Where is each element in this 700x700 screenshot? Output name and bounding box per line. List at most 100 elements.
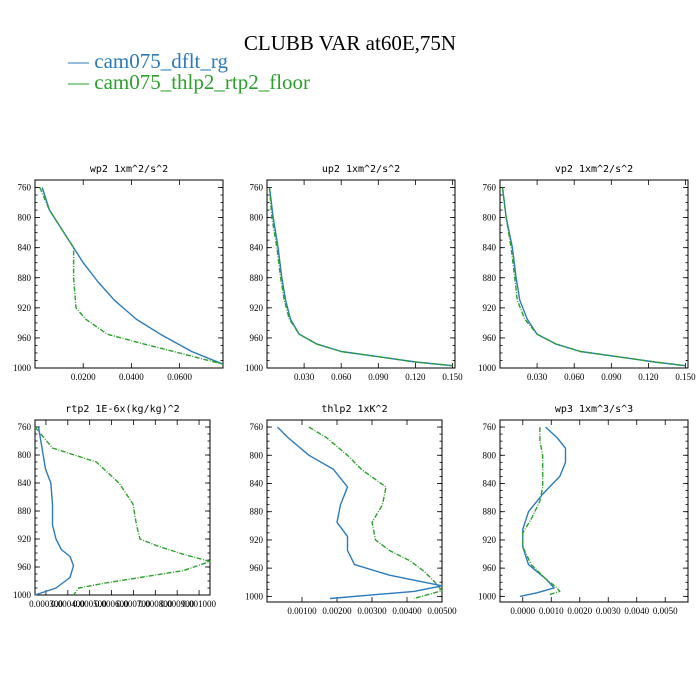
series-line-floor (501, 187, 686, 367)
y-tick-label: 880 (483, 273, 497, 283)
series-line-floor (308, 426, 443, 600)
x-tick-label: 0.0200 (71, 372, 96, 382)
chart-panel-5: thlp2 1xK^2 760 800 840 880 920 960 1000 0.00100… (245, 404, 457, 616)
series-line-dflt (34, 426, 75, 596)
y-tick-label: 880 (18, 273, 32, 283)
y-tick-label: 760 (18, 183, 32, 193)
figure-title: CLUBB VAR at60E,75N (244, 31, 456, 55)
chart-panel-6: wp3 1xm^3/s^3 760 800 840 880 920 960 1000 0.000… (478, 404, 689, 616)
series-line-dflt (519, 426, 567, 598)
legend-item-dflt: — cam075_dflt_rg (67, 49, 229, 73)
series-line-floor (39, 187, 224, 365)
x-tick-label: 0.120 (638, 372, 659, 382)
y-tick-label: 800 (18, 450, 32, 460)
y-tick-label: 800 (18, 213, 32, 223)
x-tick-label: 0.00100 (287, 606, 317, 616)
chart-panel-1: wp2 1xm^2/s^2 760 800 840 880 920 960 1000 0.020… (13, 164, 224, 382)
panel-title: wp3 1xm^3/s^3 (555, 404, 633, 415)
legend: — cam075_dflt_rg — cam075_thlp2_rtp2_flo… (67, 49, 310, 94)
y-tick-label: 920 (483, 535, 497, 545)
y-tick-label: 880 (483, 507, 497, 517)
y-tick-label: 800 (250, 450, 264, 460)
y-tick-label: 1000 (245, 591, 264, 601)
x-tick-label: 0.000700 (117, 599, 151, 609)
y-tick-label: 840 (483, 478, 497, 488)
plot-frame (499, 179, 689, 369)
chart-panel-2: up2 1xm^2/s^2 760 800 840 880 920 960 1000 0.030… (245, 164, 463, 382)
y-tick-label: 760 (483, 183, 497, 193)
plot-frame (34, 179, 224, 369)
x-tick-label: 0.000500 (73, 599, 107, 609)
x-tick-label: 0.150 (442, 372, 463, 382)
x-tick-label: 0.00400 (392, 606, 422, 616)
plot-frame (499, 419, 689, 603)
y-tick-label: 960 (18, 333, 32, 343)
y-tick-label: 880 (18, 506, 32, 516)
y-tick-label: 960 (483, 333, 497, 343)
x-tick-label: 0.0600 (167, 372, 192, 382)
panel-title: thlp2 1xK^2 (321, 404, 387, 415)
y-tick-label: 800 (483, 213, 497, 223)
series-line-dflt (501, 187, 686, 367)
x-tick-label: 0.000800 (138, 599, 172, 609)
series-line-floor (268, 187, 453, 367)
y-tick-label: 920 (18, 534, 32, 544)
chart-panel-4: rtp2 1E-6x(kg/kg)^2 760 800 840 880 920 960 100… (13, 404, 216, 609)
y-tick-label: 760 (250, 422, 264, 432)
x-tick-label: 0.0040 (624, 606, 649, 616)
y-tick-label: 1000 (478, 363, 497, 373)
x-tick-label: 0.000400 (51, 599, 85, 609)
series-line-dflt (41, 187, 224, 365)
x-tick-label: 0.00300 (357, 606, 387, 616)
y-tick-label: 1000 (13, 363, 32, 373)
y-tick-label: 960 (250, 333, 264, 343)
x-tick-label: 0.120 (405, 372, 426, 382)
y-tick-label: 1000 (13, 590, 32, 600)
y-tick-label: 800 (483, 450, 497, 460)
x-tick-label: 0.000600 (95, 599, 129, 609)
y-tick-label: 1000 (245, 363, 264, 373)
panel-title: up2 1xm^2/s^2 (322, 164, 400, 175)
x-tick-label: 0.0050 (653, 606, 678, 616)
x-tick-label: 0.000300 (29, 599, 63, 609)
x-tick-label: 0.0020 (567, 606, 592, 616)
x-tick-label: 0.090 (601, 372, 622, 382)
series-line-dflt (268, 187, 453, 367)
x-tick-label: 0.001000 (182, 599, 216, 609)
panel-title: rtp2 1E-6x(kg/kg)^2 (65, 404, 179, 415)
x-tick-label: 0.0010 (539, 606, 564, 616)
y-tick-label: 800 (250, 213, 264, 223)
x-tick-label: 0.0400 (119, 372, 144, 382)
y-tick-label: 760 (18, 422, 32, 432)
y-tick-label: 840 (250, 478, 264, 488)
plot-frame (266, 419, 443, 603)
y-tick-label: 760 (483, 422, 497, 432)
y-tick-label: 840 (18, 478, 32, 488)
series-line-dflt (277, 426, 443, 600)
series-line-floor (34, 426, 211, 596)
series-line-floor (522, 427, 561, 596)
y-tick-label: 840 (483, 243, 497, 253)
y-tick-label: 760 (250, 183, 264, 193)
y-tick-label: 920 (18, 303, 32, 313)
x-tick-label: 0.00500 (427, 606, 457, 616)
panel-title: vp2 1xm^2/s^2 (555, 164, 633, 175)
y-tick-label: 880 (250, 273, 264, 283)
x-tick-label: 0.0000 (510, 606, 535, 616)
y-tick-label: 920 (483, 303, 497, 313)
x-tick-label: 0.030 (294, 372, 315, 382)
x-tick-label: 0.00200 (322, 606, 352, 616)
y-tick-label: 960 (18, 562, 32, 572)
plot-frame (266, 179, 456, 369)
y-tick-label: 1000 (478, 591, 497, 601)
y-tick-label: 960 (483, 563, 497, 573)
x-tick-label: 0.150 (675, 372, 696, 382)
y-tick-label: 880 (250, 507, 264, 517)
legend-item-floor: — cam075_thlp2_rtp2_floor (67, 70, 310, 94)
x-tick-label: 0.090 (368, 372, 389, 382)
chart-panel-3: vp2 1xm^2/s^2 760 800 840 880 920 960 1000 0.030… (478, 164, 696, 382)
x-tick-label: 0.0030 (596, 606, 621, 616)
x-tick-label: 0.060 (331, 372, 352, 382)
panel-title: wp2 1xm^2/s^2 (90, 164, 168, 175)
